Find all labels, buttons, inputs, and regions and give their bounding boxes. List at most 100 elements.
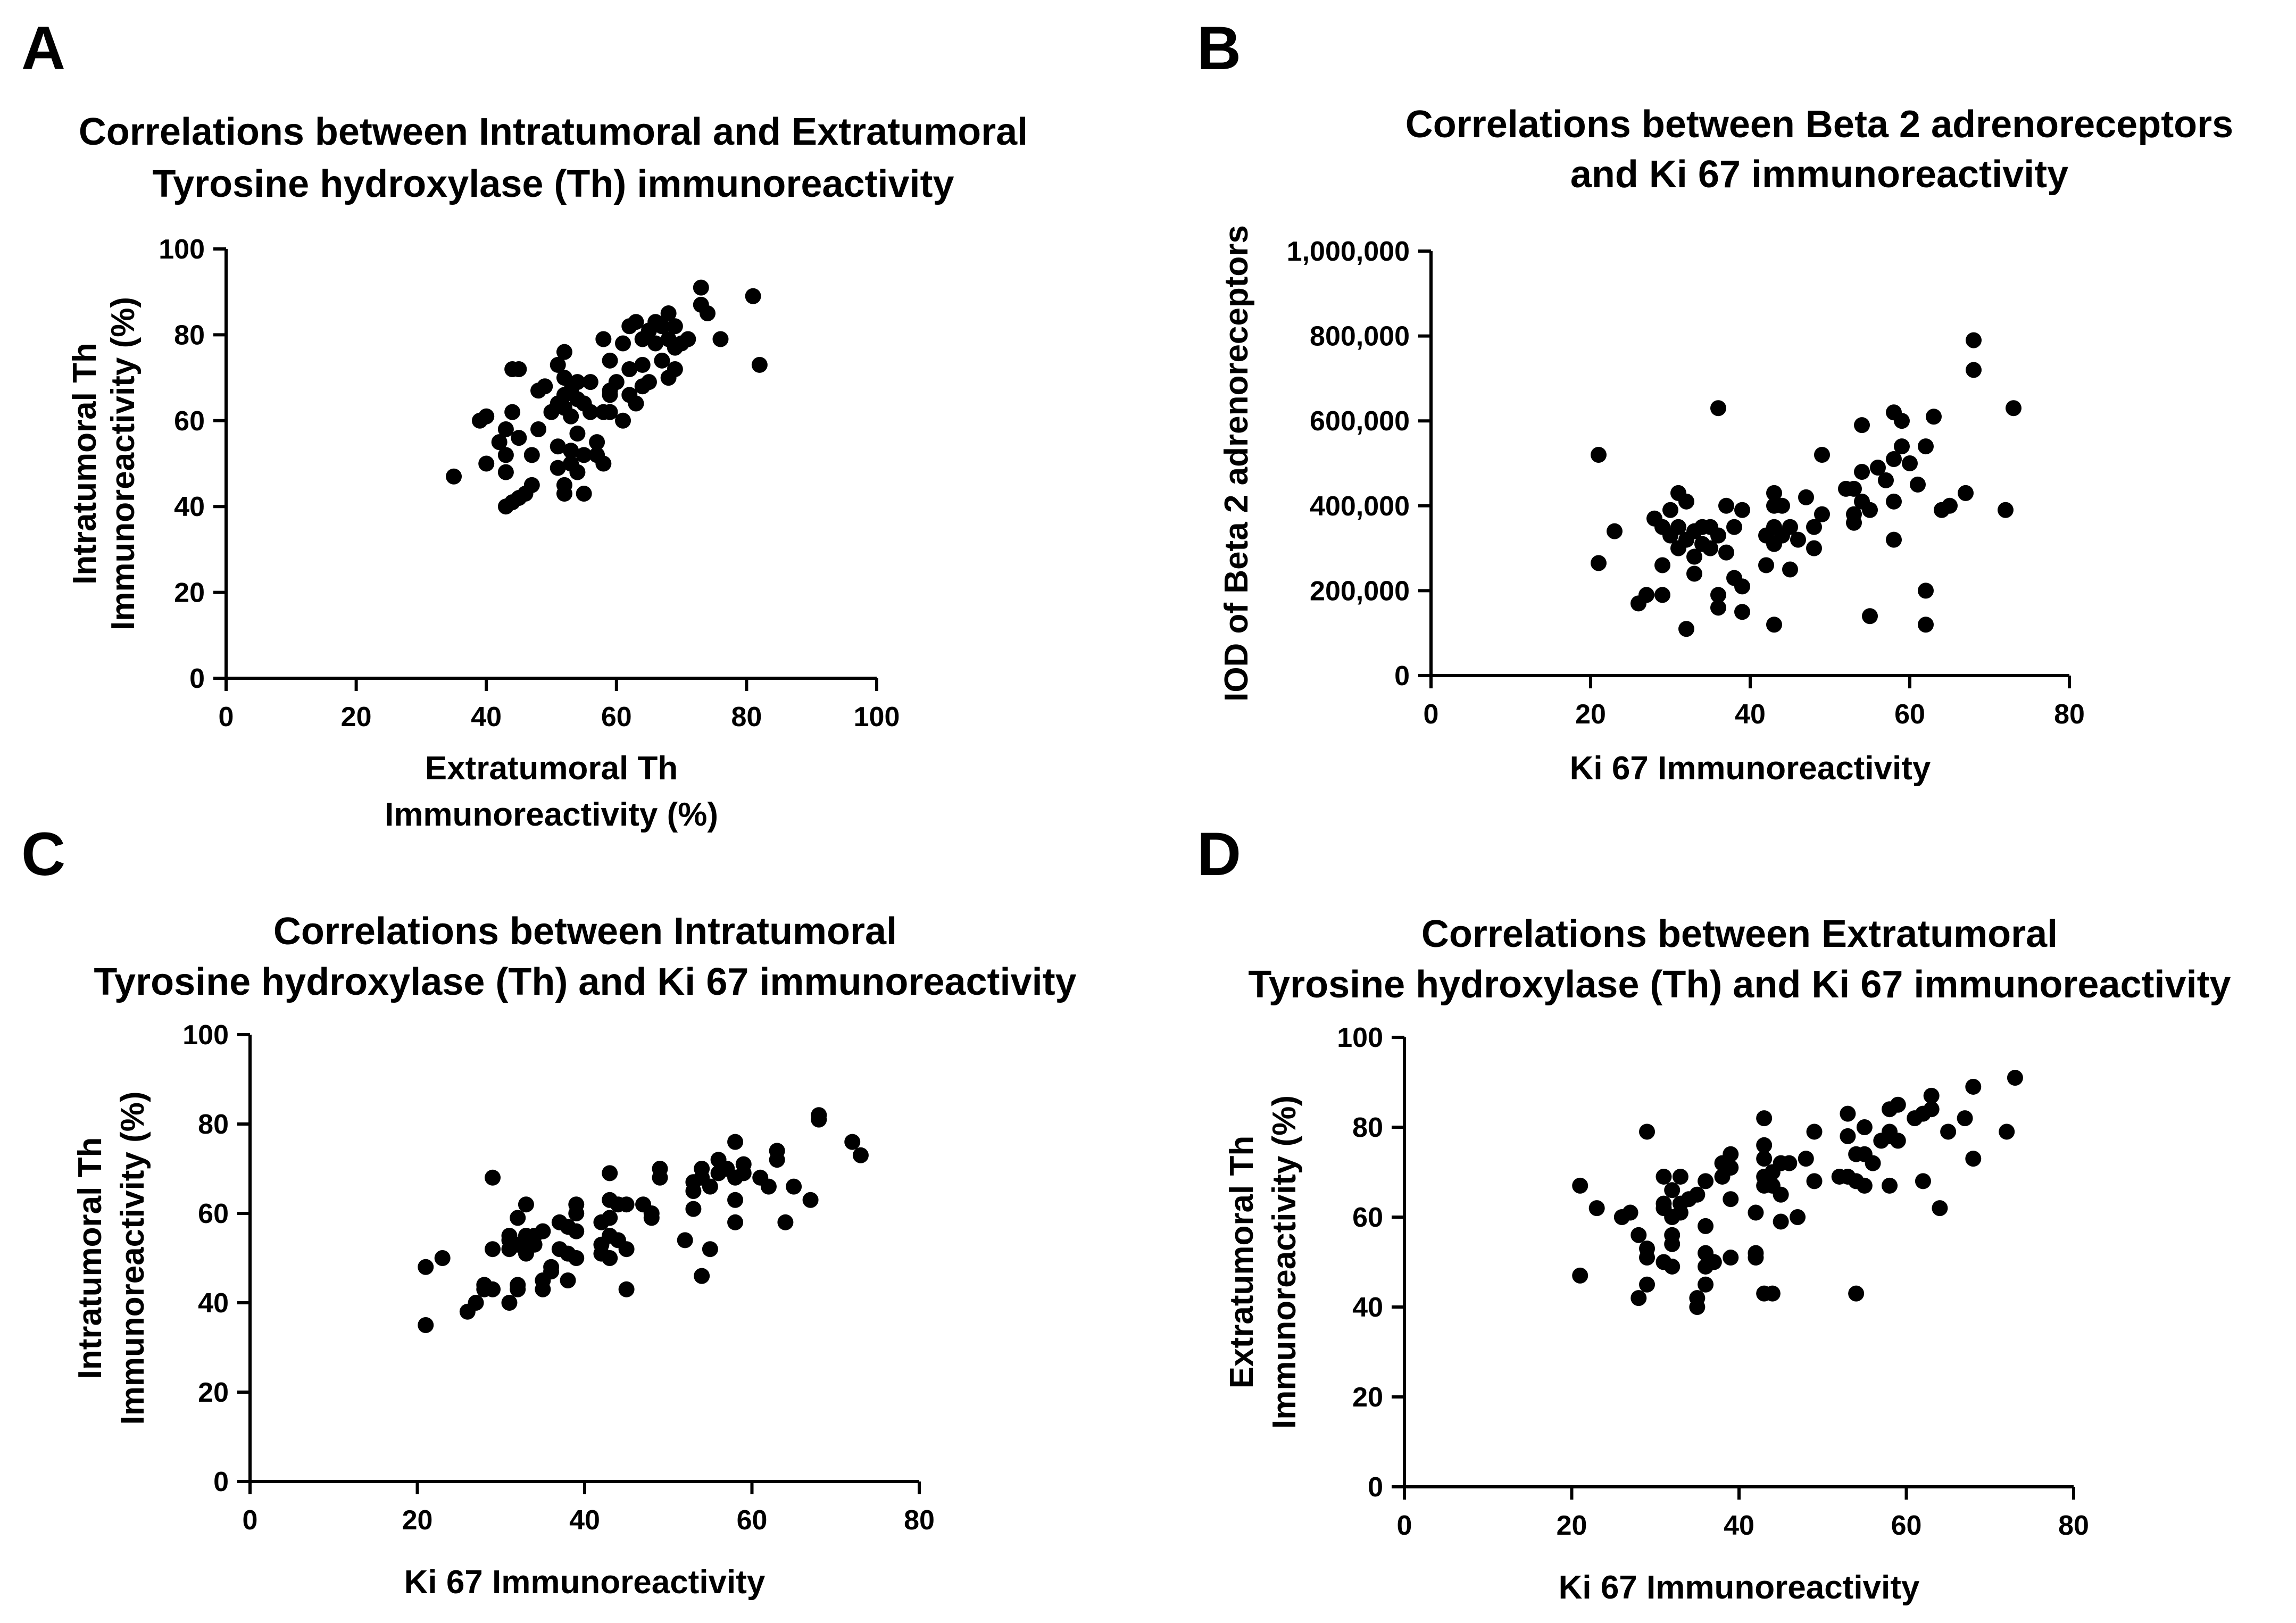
data-point [1790, 1209, 1806, 1225]
data-point [1622, 1204, 1638, 1221]
data-point [1878, 472, 1894, 488]
data-point [1639, 1250, 1656, 1266]
data-point [1856, 1177, 1873, 1194]
data-point [1766, 485, 1782, 501]
data-point [1957, 1110, 1973, 1127]
data-point [1840, 1105, 1856, 1122]
data-point [434, 1250, 451, 1266]
panel-b: B Correlations between Beta 2 adrenorecep… [1197, 14, 2233, 787]
chart-title-line: Tyrosine hydroxylase (Th) immunoreactivi… [152, 163, 954, 205]
x-tick-label: 0 [1424, 699, 1439, 730]
panel-letter: B [1197, 14, 1241, 82]
data-point [1999, 1123, 2015, 1140]
panel-letter: C [21, 820, 65, 888]
data-point [1918, 617, 1934, 633]
data-point [652, 1169, 668, 1186]
x-axis-label: Ki 67 Immunoreactivity [1570, 750, 1931, 787]
chart-title-line: Correlations between Beta 2 adrenorecept… [1405, 103, 2233, 146]
data-point [618, 1281, 635, 1297]
data-point [1814, 447, 1830, 463]
data-point [418, 1259, 434, 1275]
data-point [485, 1281, 501, 1297]
data-point [1710, 400, 1726, 417]
data-point [563, 408, 579, 425]
data-point [727, 1134, 744, 1150]
data-point [745, 288, 761, 304]
data-point [523, 447, 540, 463]
data-point [1698, 1276, 1714, 1293]
data-point [1886, 531, 1902, 548]
data-point [1572, 1177, 1588, 1194]
data-point [1781, 1155, 1798, 1171]
data-point [1654, 557, 1670, 573]
data-point [497, 421, 514, 437]
x-tick-label: 0 [219, 702, 234, 733]
data-point [510, 1210, 526, 1226]
data-point [1806, 540, 1822, 556]
data-point [1710, 527, 1726, 544]
data-point [1782, 561, 1798, 578]
data-point [1664, 1236, 1681, 1252]
data-point [595, 331, 612, 347]
data-point [1723, 1191, 1739, 1208]
y-tick-label: 200,000 [1310, 576, 1410, 606]
data-point [1774, 497, 1790, 514]
data-point [1718, 544, 1734, 561]
data-point [1886, 451, 1902, 468]
data-point [628, 395, 644, 412]
data-point [677, 1232, 693, 1249]
data-point [1631, 1290, 1647, 1306]
data-point [526, 1236, 543, 1253]
chart-title-line: Tyrosine hydroxylase (Th) and Ki 67 immu… [94, 961, 1076, 1003]
data-point [1790, 531, 1806, 548]
y-axis-label: Extratumoral Th [1224, 1136, 1260, 1388]
chart-title-line: Correlations between Extratumoral [1421, 913, 2058, 955]
data-point [1915, 1173, 1931, 1189]
data-point [1734, 502, 1750, 518]
data-point [1918, 582, 1934, 599]
data-point [1748, 1204, 1764, 1221]
data-point [1718, 497, 1734, 514]
data-point [1723, 1146, 1739, 1162]
y-tick-label: 100 [1337, 1022, 1383, 1053]
data-point [643, 1210, 660, 1226]
y-tick-label: 1,000,000 [1287, 236, 1410, 267]
data-point [615, 412, 631, 429]
data-point [1902, 455, 1918, 471]
data-point [576, 485, 592, 502]
data-point [802, 1192, 819, 1208]
y-tick-label: 600,000 [1310, 406, 1410, 437]
data-point [518, 1196, 534, 1213]
data-point [535, 1281, 551, 1297]
x-tick-label: 0 [1397, 1510, 1412, 1541]
data-point [760, 1178, 777, 1195]
data-point [2006, 400, 2022, 417]
data-point [660, 305, 677, 322]
data-point [654, 318, 670, 335]
data-point [1689, 1186, 1706, 1203]
data-point [1686, 565, 1702, 582]
data-point [700, 305, 716, 322]
data-point [1654, 587, 1670, 603]
data-point [576, 447, 592, 463]
data-point [667, 361, 683, 377]
data-point [685, 1183, 702, 1199]
y-tick-label: 0 [1394, 661, 1410, 692]
panel-c: C Correlations between Intratumoral Tyrosi… [21, 820, 1077, 1601]
y-tick-label: 0 [1368, 1472, 1383, 1503]
data-point [1854, 417, 1870, 434]
data-point [1591, 555, 1607, 571]
data-point [1854, 463, 1870, 480]
data-point [602, 1250, 618, 1266]
x-tick-label: 40 [471, 702, 502, 733]
y-tick-label: 40 [1352, 1292, 1383, 1323]
data-point [618, 1241, 635, 1258]
y-tick-label: 0 [213, 1467, 229, 1497]
x-tick-label: 40 [569, 1505, 600, 1536]
y-tick-label: 60 [1352, 1202, 1383, 1233]
data-point [485, 1169, 501, 1186]
data-point [556, 344, 572, 360]
data-point [702, 1241, 718, 1258]
data-point [680, 331, 696, 347]
